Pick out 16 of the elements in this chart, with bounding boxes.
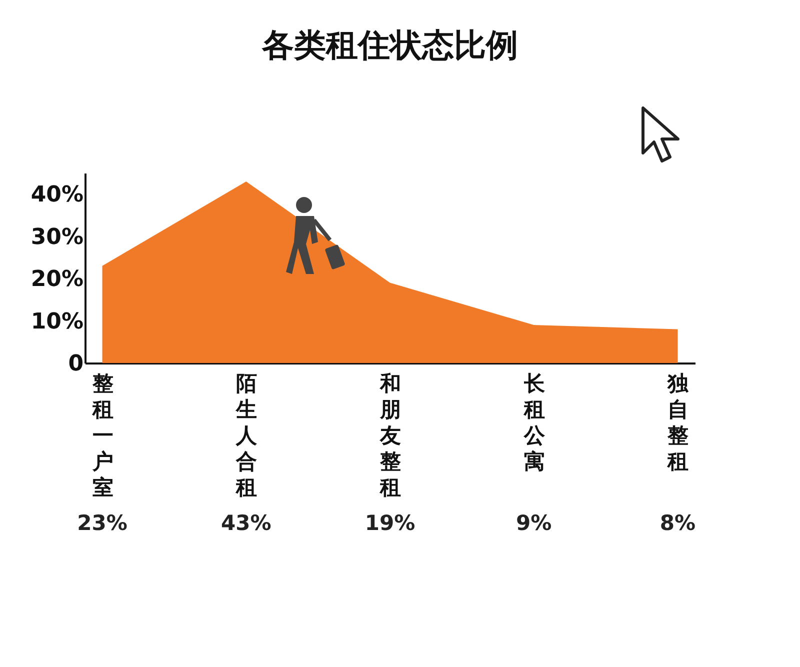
y-tick-label: 20% <box>30 267 84 292</box>
x-tick-label: 独自整租 <box>666 372 690 474</box>
y-tick-label: 10% <box>30 309 84 334</box>
data-label: 19% <box>364 511 416 535</box>
data-label: 23% <box>77 511 128 535</box>
data-label: 9% <box>516 511 552 535</box>
y-tick-label: 40% <box>30 182 84 208</box>
y-tick-label: 30% <box>30 224 84 250</box>
chart-title: 各类租住状态比例 <box>261 26 518 64</box>
x-tick-label: 整租一户室 <box>91 372 114 500</box>
data-label: 8% <box>660 511 696 535</box>
x-tick-label: 和朋友整租 <box>379 372 401 500</box>
x-tick-label: 长租公寓 <box>522 372 546 474</box>
y-tick-label: 0 <box>68 352 84 376</box>
data-label: 43% <box>221 511 272 535</box>
x-tick-label: 陌生人合租 <box>235 372 258 500</box>
